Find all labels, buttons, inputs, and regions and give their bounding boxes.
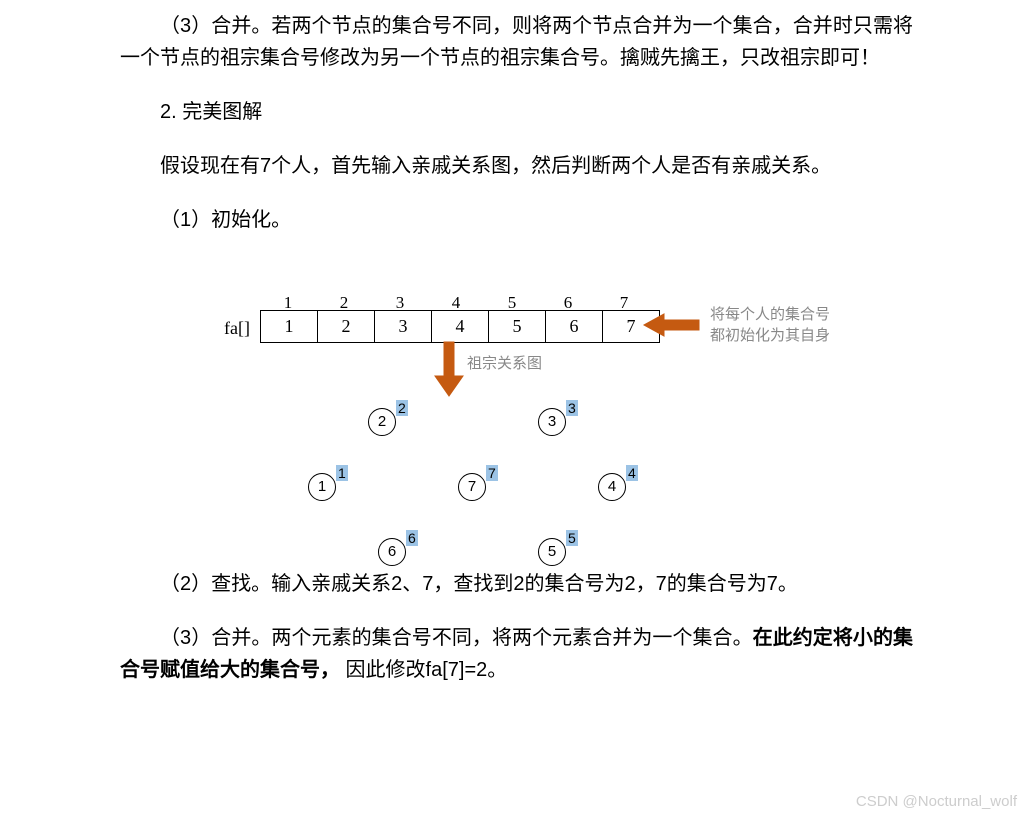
- array-value-row: 1234567: [260, 310, 660, 343]
- para-step3: （3）合并。两个元素的集合号不同，将两个元素合并为一个集合。在此约定将小的集合号…: [120, 622, 913, 686]
- arrow-down-icon: [435, 342, 465, 397]
- graph-node-label: 4: [622, 465, 642, 481]
- graph-node-label: 3: [562, 400, 582, 416]
- watermark: CSDN @Nocturnal_wolf: [856, 793, 1017, 810]
- init-diagram: fa[]12345671234567将每个人的集合号都初始化为其自身祖宗关系图2…: [120, 258, 920, 568]
- array-cell: 2: [318, 311, 375, 343]
- array-cell: 5: [489, 311, 546, 343]
- para-step3-c: 因此修改fa[7]=2。: [340, 659, 507, 681]
- para-assumption: 假设现在有7个人，首先输入亲戚关系图，然后判断两个人是否有亲戚关系。: [120, 150, 913, 182]
- graph-node-label: 1: [332, 465, 352, 481]
- graph-node-label: 2: [392, 400, 412, 416]
- para-step3-a: （3）合并。两个元素的集合号不同，将两个元素合并为一个集合。: [160, 627, 753, 649]
- array-cell: 4: [432, 311, 489, 343]
- note-line1: 将每个人的集合号: [710, 304, 830, 325]
- arrow-left-icon: [644, 312, 704, 342]
- array-cell: 6: [546, 311, 603, 343]
- diagram-caption: 祖宗关系图: [467, 352, 542, 376]
- graph-node-label: 5: [562, 530, 582, 546]
- para-merge-rule: （3）合并。若两个节点的集合号不同，则将两个节点合并为一个集合，合并时只需将一个…: [120, 10, 913, 74]
- para-step2: （2）查找。输入亲戚关系2、7，查找到2的集合号为2，7的集合号为7。: [120, 568, 913, 600]
- array-label: fa[]: [224, 314, 250, 343]
- array-cell: 1: [261, 311, 318, 343]
- para-step1: （1）初始化。: [120, 204, 913, 236]
- graph-node-label: 7: [482, 465, 502, 481]
- note-line2: 都初始化为其自身: [710, 325, 830, 346]
- section-title: 2. 完美图解: [120, 96, 913, 128]
- graph-node-label: 6: [402, 530, 422, 546]
- array-cell: 3: [375, 311, 432, 343]
- init-note: 将每个人的集合号都初始化为其自身: [710, 304, 830, 346]
